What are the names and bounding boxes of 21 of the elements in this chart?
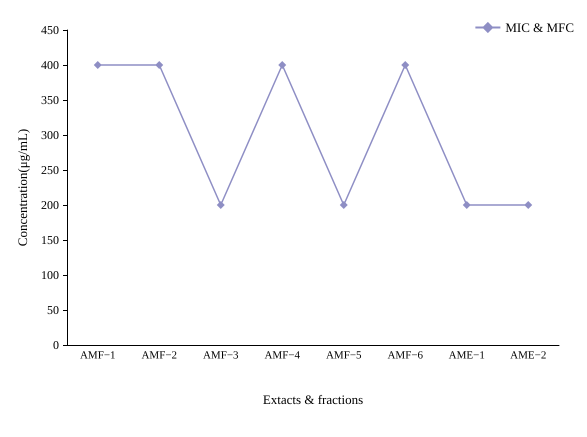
y-tick-label: 450 [41,23,59,37]
x-axis-title: Extacts & fractions [262,392,364,407]
y-tick-label: 200 [41,198,59,212]
x-tick-label: AMF−2 [141,350,178,362]
x-tick-label: AME−1 [448,350,485,362]
y-tick-label: 250 [41,163,59,177]
y-tick-label: 400 [41,58,59,72]
y-axis-title: Concentration(μg/mL) [15,128,30,246]
x-tick-label: AME−2 [510,350,546,362]
y-tick-label: 150 [41,233,59,247]
x-tick-label: AMF−4 [264,350,301,362]
x-tick-label: AMF−6 [387,350,424,362]
legend-label: MIC & MFC [505,20,574,35]
y-tick-label: 300 [41,128,59,142]
y-tick-label: 0 [53,338,59,352]
y-tick-label: 350 [41,93,59,107]
x-tick-label: AMF−3 [202,350,240,362]
y-tick-label: 50 [47,303,59,317]
y-tick-label: 100 [41,268,59,282]
x-tick-label: AMF−1 [80,350,116,362]
x-tick-label: AMF−5 [326,350,362,362]
